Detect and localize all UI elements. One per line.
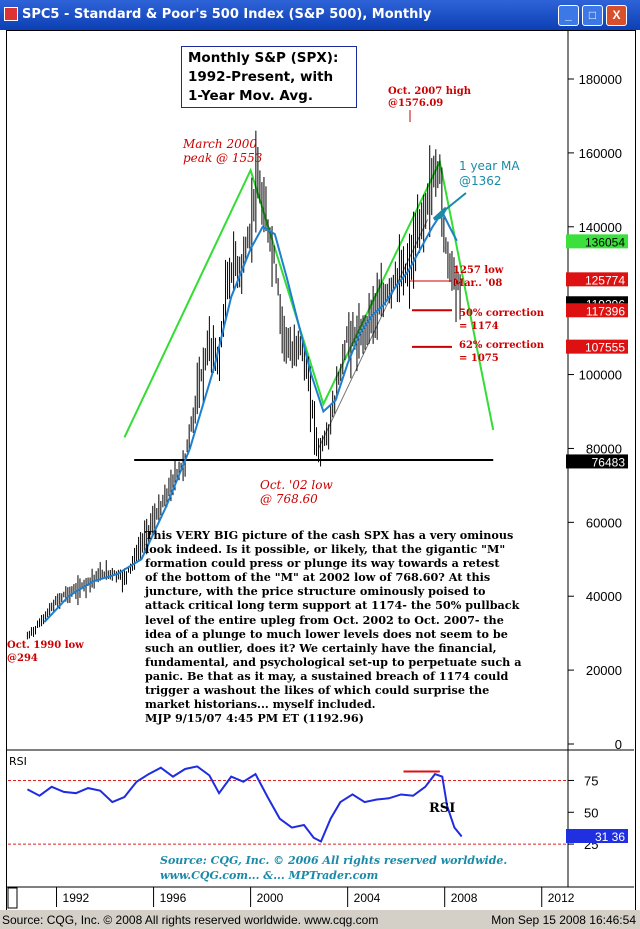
time-axis: 1992 1996 2000 2004 2008 2012 (56, 887, 575, 907)
annotation-oct-02-line2: @ 768.60 (260, 492, 318, 506)
price-tick-label: 180000 (579, 72, 622, 87)
retracement-levels (412, 309, 452, 348)
time-tick-label: 1996 (160, 891, 187, 905)
annotation-march-2000-line2: peak @ 1553 (183, 151, 263, 165)
price-tick-label: 160000 (579, 146, 622, 161)
chart-svg: 0200004000060000800001000001200001400001… (6, 30, 634, 909)
axis-tag-label: 136054 (585, 235, 625, 249)
price-axis: 0200004000060000800001000001200001400001… (568, 72, 622, 752)
axis-tag (566, 339, 628, 354)
series-lines (43, 209, 458, 623)
app-icon[interactable] (4, 7, 18, 21)
annotation-1257-line1: 1257 low (453, 265, 504, 276)
annotation-oct-2007-line2: @1576.09 (388, 98, 443, 109)
annotation-oct-2007-line1: Oct. 2007 high (388, 86, 472, 97)
window-title: SPC5 - Standard & Poor's 500 Index (S&P … (22, 7, 432, 22)
rsi-tick-label: 50 (584, 805, 598, 820)
axis-tags: 13605412577411929611739610755576483 (566, 234, 628, 469)
axis-tag (566, 454, 628, 469)
price-tick-label: 0 (615, 737, 622, 752)
time-tick-label: 2012 (548, 891, 575, 905)
annotation-62pct-line1: 62% correction (459, 340, 545, 351)
axis-tag-label: 107555 (585, 341, 625, 355)
annotation-ma-line2: @1362 (459, 174, 502, 188)
annotation-oct-1990-line1: Oct. 1990 low (7, 640, 84, 651)
price-tick-label: 100000 (579, 368, 622, 383)
time-tick-label: 1992 (63, 891, 90, 905)
source-note-line1: Source: CQG, Inc. © 2006 All rights rese… (160, 854, 507, 867)
rsi-tick-label: 75 (584, 773, 598, 788)
annotation-50pct-line2: = 1174 (459, 321, 499, 332)
window-title-bar: SPC5 - Standard & Poor's 500 Index (S&P … (0, 0, 640, 30)
annotation-march-2000-line1: March 2000 (182, 137, 257, 151)
axis-tag (566, 272, 628, 287)
maximize-button[interactable]: □ (582, 5, 603, 26)
price-tick-label: 80000 (586, 441, 622, 456)
rsi-panel-label: RSI (9, 755, 27, 768)
annotation-oct-02-line1: Oct. '02 low (260, 478, 333, 492)
close-button[interactable]: X (606, 5, 627, 26)
rsi-series-label: RSI (429, 801, 455, 816)
annotation-1257-line2: Mar.. '08 (453, 278, 502, 289)
status-bar: Source: CQG, Inc. © 2008 All rights rese… (0, 910, 640, 929)
time-tick-label: 2004 (354, 891, 381, 905)
price-tick-label: 40000 (586, 589, 622, 604)
time-scroll-handle[interactable] (7, 887, 18, 909)
price-tick-label: 60000 (586, 515, 622, 530)
annotation-ma-line1: 1 year MA (459, 159, 520, 173)
chart-title-box: Monthly S&P (SPX): 1992-Present, with 1-… (181, 46, 357, 108)
annotation-oct-1990-line2: @294 (7, 653, 38, 664)
axis-tag-label: 125774 (585, 273, 625, 287)
minimize-button[interactable]: _ (558, 5, 579, 26)
rsi-line (26, 765, 463, 843)
status-source: Source: CQG, Inc. © 2008 All rights rese… (2, 913, 379, 927)
time-tick-label: 2000 (257, 891, 284, 905)
price-tick-label: 20000 (586, 663, 622, 678)
rsi-current-tag-label: 31 36 (595, 830, 625, 844)
annotation-62pct-line2: = 1075 (459, 353, 499, 364)
m-pattern-line (123, 158, 495, 438)
time-tick-label: 2008 (451, 891, 478, 905)
status-datetime: Mon Sep 15 2008 16:46:54 (491, 913, 636, 927)
rsi-current-tag (566, 828, 628, 843)
source-note-line2: www.CQG.com... &... MPTrader.com (160, 869, 378, 882)
annotation-50pct-line1: 50% correction (459, 308, 545, 319)
axis-tag-label: 117396 (586, 304, 625, 318)
chart-frame (6, 30, 636, 912)
moving-average-line (43, 209, 458, 623)
axis-tag (566, 303, 628, 318)
price-tick-label: 140000 (579, 220, 622, 235)
chart-description: This VERY BIG picture of the cash SPX ha… (145, 528, 522, 726)
axis-tag (566, 234, 628, 249)
axis-tag-label: 76483 (592, 455, 626, 469)
ma-arrow-head (432, 206, 448, 221)
